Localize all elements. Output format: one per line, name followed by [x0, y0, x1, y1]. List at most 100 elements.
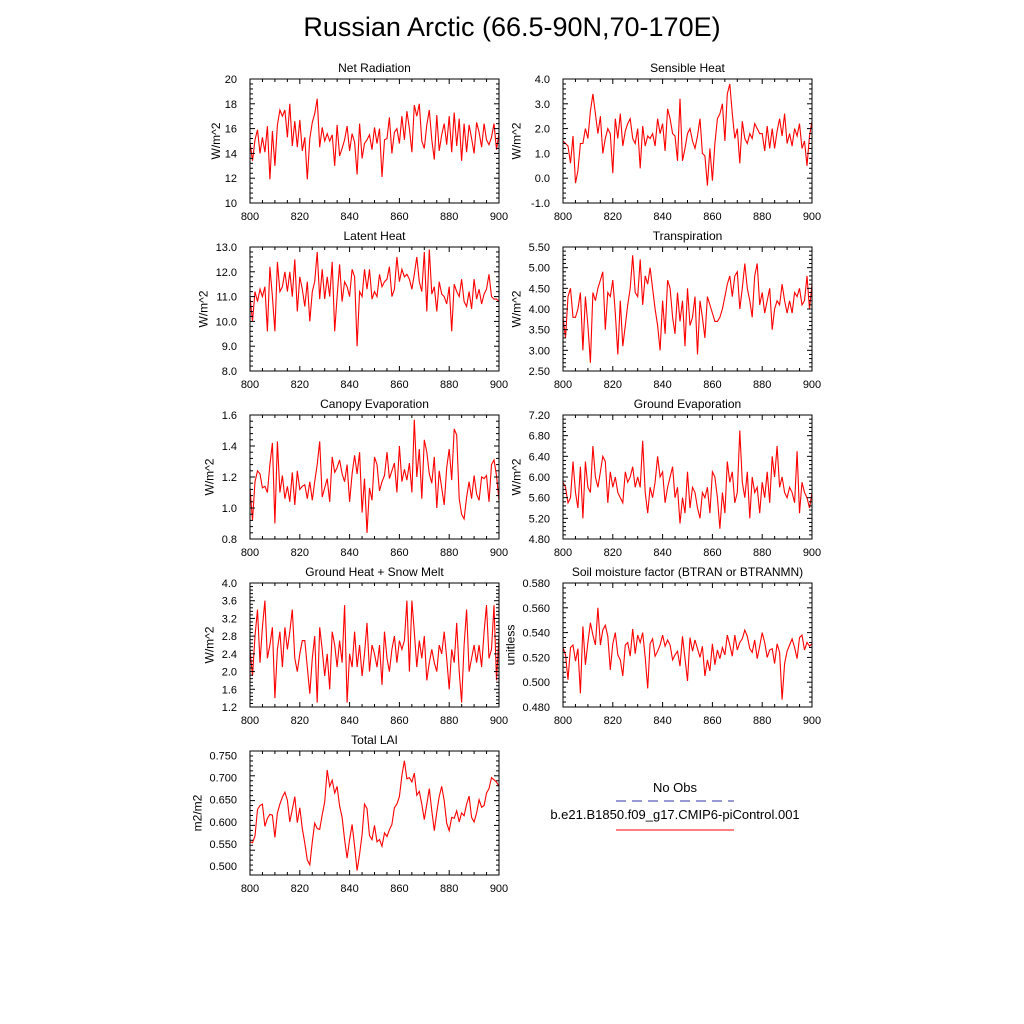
x-tick-label: 820	[291, 715, 309, 727]
legend-model-label: b.e21.B1850.f09_g17.CMIP6-piControl.001	[550, 807, 799, 822]
x-tick-label: 800	[241, 715, 259, 727]
panel-title: Sensible Heat	[650, 61, 725, 75]
x-tick-label: 840	[340, 883, 358, 895]
x-tick-label: 900	[803, 379, 821, 391]
y-tick-label: 0.500	[209, 861, 237, 873]
x-tick-label: 900	[490, 715, 508, 727]
x-tick-label: 880	[440, 379, 458, 391]
y-axis-label: W/m^2	[203, 626, 217, 663]
x-tick-label: 860	[703, 547, 721, 559]
x-tick-label: 800	[241, 883, 259, 895]
y-tick-label: 8.0	[222, 366, 237, 378]
y-tick-label: 2.0	[535, 124, 550, 136]
y-tick-label: 4.50	[529, 283, 550, 295]
x-tick-label: 880	[440, 547, 458, 559]
y-tick-label: 0.650	[209, 795, 237, 807]
y-tick-label: 0.500	[522, 677, 550, 689]
x-tick-label: 800	[241, 211, 259, 223]
x-tick-label: 820	[291, 883, 309, 895]
panel-title: Transpiration	[653, 229, 723, 243]
y-tick-label: 4.00	[529, 304, 550, 316]
x-tick-label: 840	[340, 715, 358, 727]
y-tick-label: 4.0	[222, 578, 237, 590]
y-tick-label: 2.0	[222, 667, 237, 679]
y-tick-label: 0.0	[535, 173, 550, 185]
y-tick-label: 3.2	[222, 613, 237, 625]
data-line	[249, 600, 500, 703]
x-tick-label: 880	[753, 715, 771, 727]
y-tick-label: 20	[225, 74, 237, 86]
y-tick-label: 1.0	[535, 148, 550, 160]
y-axis-label: W/m^2	[209, 122, 223, 159]
y-tick-label: 0.580	[522, 578, 550, 590]
y-tick-label: 14	[225, 148, 237, 160]
y-tick-label: 1.6	[222, 410, 237, 422]
x-tick-label: 800	[554, 547, 572, 559]
y-tick-label: 13.0	[216, 242, 237, 254]
x-tick-label: 860	[390, 547, 408, 559]
y-tick-label: 2.8	[222, 631, 237, 643]
y-tick-label: 2.4	[222, 649, 237, 661]
x-tick-label: 800	[554, 715, 572, 727]
panel-9: 800 820 840 860 880 900 0.500 0.550 0.600 0.650 0.…	[191, 733, 509, 895]
legend-obs-label: No Obs	[653, 780, 698, 795]
x-tick-label: 900	[490, 547, 508, 559]
y-tick-label: 1.2	[222, 472, 237, 484]
y-tick-label: 5.20	[529, 513, 550, 525]
panel-title: Soil moisture factor (BTRAN or BTRANMN)	[572, 565, 803, 579]
y-tick-label: 5.50	[529, 242, 550, 254]
x-tick-label: 820	[291, 547, 309, 559]
y-tick-label: 1.0	[222, 503, 237, 515]
y-tick-label: 4.80	[529, 534, 550, 546]
data-line	[562, 430, 813, 529]
data-line	[562, 607, 813, 700]
y-tick-label: 12	[225, 173, 237, 185]
x-tick-label: 840	[653, 379, 671, 391]
panel-title: Latent Heat	[343, 229, 406, 243]
x-tick-label: 880	[753, 211, 771, 223]
y-tick-label: 6.80	[529, 431, 550, 443]
panel-title: Canopy Evaporation	[320, 397, 429, 411]
data-line	[249, 98, 500, 180]
x-tick-label: 900	[803, 715, 821, 727]
data-line	[562, 255, 813, 363]
plot-frame	[249, 78, 500, 204]
x-tick-label: 840	[340, 547, 358, 559]
panel-8: 800 820 840 860 880 900 0.480 0.500 0.520 0.540 0.…	[504, 565, 822, 727]
y-axis-label: W/m^2	[203, 458, 217, 495]
y-tick-label: 5.00	[529, 263, 550, 275]
x-tick-label: 840	[653, 715, 671, 727]
x-tick-label: 840	[653, 211, 671, 223]
x-tick-label: 820	[604, 547, 622, 559]
x-tick-label: 860	[390, 715, 408, 727]
y-tick-label: 1.6	[222, 684, 237, 696]
plot-frame	[249, 246, 500, 372]
y-tick-label: 3.00	[529, 345, 550, 357]
y-axis-label: unitless	[504, 625, 518, 666]
y-tick-label: 10.0	[216, 316, 237, 328]
x-tick-label: 880	[440, 715, 458, 727]
x-tick-label: 840	[653, 547, 671, 559]
y-tick-label: 6.00	[529, 472, 550, 484]
y-tick-label: 0.520	[522, 652, 550, 664]
x-tick-label: 900	[490, 883, 508, 895]
x-tick-label: 840	[340, 211, 358, 223]
x-tick-label: 820	[291, 379, 309, 391]
y-tick-label: 0.550	[209, 839, 237, 851]
y-tick-label: 3.6	[222, 596, 237, 608]
panel-title: Ground Evaporation	[634, 397, 741, 411]
panel-5: 800 820 840 860 880 900 0.8 1.0 1.2 1.4 1.6 Canopy …	[203, 397, 508, 559]
x-tick-label: 880	[440, 883, 458, 895]
y-tick-label: 3.50	[529, 325, 550, 337]
x-tick-label: 800	[554, 211, 572, 223]
x-tick-label: 880	[753, 379, 771, 391]
x-tick-label: 900	[803, 211, 821, 223]
panel-7: 800 820 840 860 880 900 1.2 1.6 2.0 2.4 2.8 3.2 3.6 4…	[203, 565, 508, 727]
x-tick-label: 800	[241, 379, 259, 391]
y-tick-label: 4.0	[535, 74, 550, 86]
x-tick-label: 820	[291, 211, 309, 223]
data-line	[249, 760, 500, 871]
panel-1: 800 820 840 860 880 900 10 12 14 16 18 20 Net Radiat…	[209, 61, 508, 223]
x-tick-label: 820	[604, 715, 622, 727]
